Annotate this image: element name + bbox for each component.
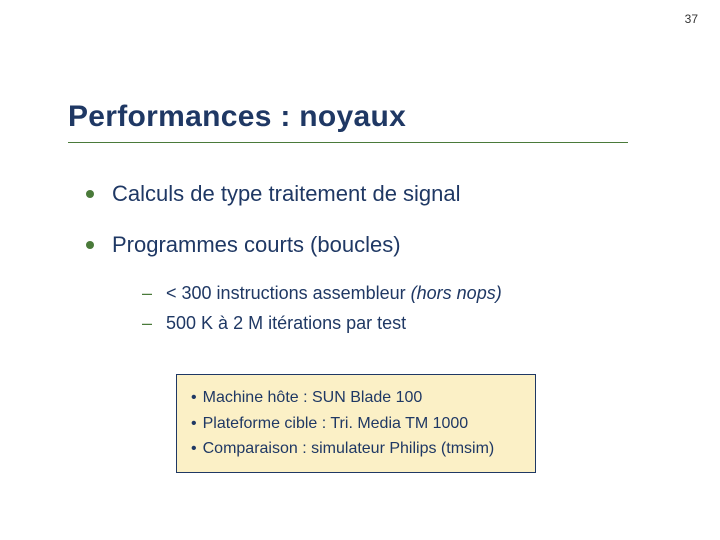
dash-icon: – [142, 311, 152, 335]
bullet-dot-icon [86, 190, 94, 198]
bullet-item: Programmes courts (boucles) [86, 231, 660, 260]
sub-bullet-item: – < 300 instructions assembleur (hors no… [142, 281, 660, 305]
sub-bullet-list: – < 300 instructions assembleur (hors no… [142, 281, 660, 336]
info-box-text: Machine hôte : SUN Blade 100 [203, 387, 423, 409]
info-box-line: • Plateforme cible : Tri. Media TM 1000 [191, 413, 521, 435]
bullet-text: Programmes courts (boucles) [112, 231, 401, 260]
bullet-dot-small-icon: • [191, 438, 197, 460]
page-number: 37 [685, 12, 698, 26]
info-box-text: Plateforme cible : Tri. Media TM 1000 [203, 413, 469, 435]
sub-bullet-item: – 500 K à 2 M itérations par test [142, 311, 660, 335]
info-box-line: • Comparaison : simulateur Philips (tmsi… [191, 438, 521, 460]
bullet-dot-small-icon: • [191, 413, 197, 435]
bullet-text: Calculs de type traitement de signal [112, 180, 461, 209]
title-underline [68, 142, 628, 143]
sub-bullet-italic: (hors nops) [411, 283, 502, 303]
sub-bullet-text: 500 K à 2 M itérations par test [166, 311, 406, 335]
bullet-dot-small-icon: • [191, 387, 197, 409]
info-box-line: • Machine hôte : SUN Blade 100 [191, 387, 521, 409]
info-box: • Machine hôte : SUN Blade 100 • Platefo… [176, 374, 536, 473]
sub-bullet-prefix: 500 K à 2 M itérations par test [166, 313, 406, 333]
bullet-item: Calculs de type traitement de signal [86, 180, 660, 209]
dash-icon: – [142, 281, 152, 305]
slide-content: Calculs de type traitement de signal Pro… [86, 180, 660, 344]
sub-bullet-text: < 300 instructions assembleur (hors nops… [166, 281, 502, 305]
slide-title: Performances : noyaux [68, 100, 406, 134]
sub-bullet-prefix: < 300 instructions assembleur [166, 283, 411, 303]
info-box-text: Comparaison : simulateur Philips (tmsim) [203, 438, 495, 460]
bullet-dot-icon [86, 241, 94, 249]
